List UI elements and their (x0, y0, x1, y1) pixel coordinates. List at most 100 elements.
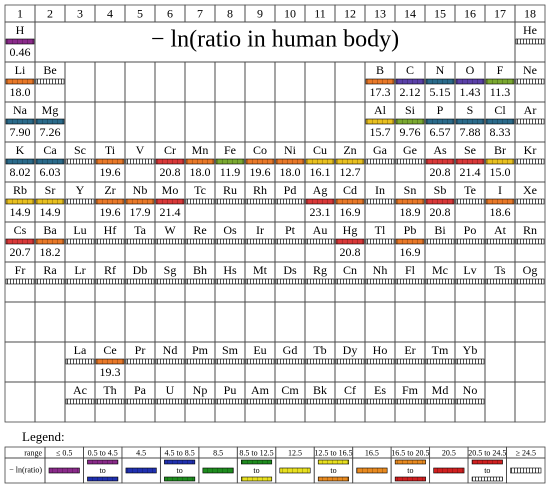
element-symbol: Gd (283, 343, 298, 357)
element-value: 20.8 (160, 165, 181, 179)
table-cell (364, 301, 396, 343)
element-bar-texture (306, 159, 334, 164)
element-symbol: Bi (434, 223, 446, 237)
table-cell (34, 381, 66, 423)
element-bar-texture (126, 159, 154, 164)
element-bar-texture (216, 359, 244, 364)
element-symbol: Lv (463, 263, 476, 277)
element-value: 15.7 (370, 125, 391, 139)
legend-range: 8.5 to 12.5 (239, 448, 273, 457)
element-bar-texture (426, 359, 454, 364)
element-bar-texture (426, 79, 454, 84)
legend-swatch-texture (318, 477, 349, 481)
table-cell (124, 101, 156, 143)
element-bar-texture (156, 159, 184, 164)
table-cell (94, 301, 126, 343)
element-value: 19.6 (100, 165, 121, 179)
element-symbol: Rn (523, 223, 537, 237)
table-cell (304, 301, 336, 343)
element-value: 0.46 (10, 45, 31, 59)
element-bar-texture (6, 119, 34, 124)
element-symbol: Hs (223, 263, 237, 277)
element-value: 18.0 (280, 165, 301, 179)
table-cell (304, 61, 336, 103)
element-symbol: Ga (373, 143, 388, 157)
legend-range: 4.5 to 8.5 (164, 448, 194, 457)
element-symbol: Ag (313, 183, 328, 197)
element-symbol: S (467, 103, 474, 117)
legend-range: 16.5 to 20.5 (391, 448, 429, 457)
element-value: 6.03 (40, 165, 61, 179)
legend-range: 8.5 (213, 448, 223, 457)
table-cell (64, 61, 96, 103)
element-symbol: Ds (283, 263, 297, 277)
element-value: 21.4 (160, 205, 181, 219)
element-bar-texture (396, 279, 424, 284)
element-symbol: I (498, 183, 502, 197)
group-number: 18 (524, 6, 536, 20)
legend-range: 0.5 to 4.5 (88, 448, 118, 457)
element-bar-texture (126, 279, 154, 284)
element-symbol: No (463, 383, 478, 397)
element-bar-texture (126, 359, 154, 364)
element-symbol: Kr (524, 143, 537, 157)
table-cell (34, 301, 66, 343)
group-number: 6 (167, 6, 173, 20)
element-symbol: La (74, 343, 87, 357)
element-symbol: Ts (494, 263, 505, 277)
element-bar-texture (186, 279, 214, 284)
element-bar-texture (426, 119, 454, 124)
element-bar-texture (456, 399, 484, 404)
group-number: 13 (374, 6, 386, 20)
element-bar-texture (246, 399, 274, 404)
element-symbol: Cl (494, 103, 506, 117)
table-cell (184, 101, 216, 143)
element-bar-texture (246, 199, 274, 204)
element-symbol: Cu (313, 143, 327, 157)
element-bar-texture (516, 199, 544, 204)
element-value: 1.43 (460, 85, 481, 99)
table-cell (394, 301, 426, 343)
table-cell (244, 61, 276, 103)
table-cell (4, 341, 36, 383)
title: − ln(ratio in human body) (151, 27, 399, 53)
element-bar-texture (66, 279, 94, 284)
group-number: 9 (257, 6, 263, 20)
table-cell (514, 301, 546, 343)
element-value: 8.02 (10, 165, 31, 179)
element-symbol: Ar (524, 103, 537, 117)
table-cell (334, 101, 366, 143)
table-cell (154, 101, 186, 143)
element-symbol: Sn (404, 183, 417, 197)
legend-row-label: − ln(ratio) (9, 465, 42, 474)
element-bar-texture (516, 159, 544, 164)
legend-joiner: to (253, 466, 259, 475)
element-bar-texture (426, 279, 454, 284)
element-value: 21.4 (460, 165, 481, 179)
element-bar-texture (246, 359, 274, 364)
element-symbol: Bh (193, 263, 207, 277)
element-bar-texture (366, 199, 394, 204)
legend-swatch-texture (356, 468, 388, 473)
element-bar-texture (396, 359, 424, 364)
table-cell (514, 381, 546, 423)
element-bar-texture (426, 199, 454, 204)
legend-joiner: to (484, 466, 490, 475)
element-symbol: Se (464, 143, 476, 157)
element-bar-texture (216, 159, 244, 164)
element-symbol: Mc (432, 263, 448, 277)
table-cell (454, 301, 486, 343)
element-bar-texture (96, 159, 124, 164)
element-bar-texture (276, 239, 304, 244)
element-value: 7.90 (10, 125, 31, 139)
element-value: 17.3 (370, 85, 391, 99)
element-bar-texture (306, 199, 334, 204)
table-cell (154, 301, 186, 343)
table-cell (514, 341, 546, 383)
element-symbol: Sb (434, 183, 447, 197)
element-bar-texture (216, 279, 244, 284)
legend-swatch-texture (395, 477, 426, 481)
element-bar-texture (366, 239, 394, 244)
element-symbol: Tb (313, 343, 326, 357)
element-symbol: Hg (343, 223, 358, 237)
